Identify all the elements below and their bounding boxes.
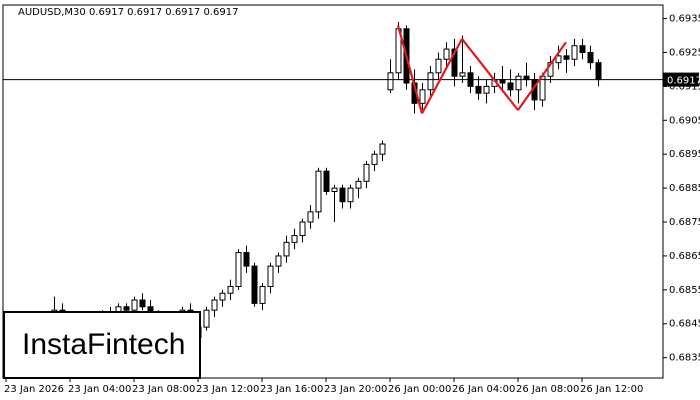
candle-body xyxy=(347,187,354,203)
x-tick-label: 23 Jan 12:00 xyxy=(196,384,259,395)
candle-body xyxy=(435,58,442,74)
x-tick-label: 26 Jan 12:00 xyxy=(580,384,643,395)
x-tick-label: 26 Jan 08:00 xyxy=(516,384,579,395)
candle-body xyxy=(499,79,506,84)
candle-body xyxy=(419,89,426,104)
candle-body xyxy=(299,221,306,237)
candle-body xyxy=(483,85,490,94)
candle-body xyxy=(123,306,130,311)
candle-body xyxy=(251,265,258,304)
y-tick-label: 0.6865 xyxy=(669,251,700,262)
candle-body xyxy=(307,211,314,223)
y-tick-label: 0.6895 xyxy=(669,149,700,160)
plot-frame xyxy=(2,4,664,379)
candle-body xyxy=(291,235,298,243)
candle-body xyxy=(315,170,322,213)
candle-body xyxy=(571,45,578,60)
candle-body xyxy=(227,285,234,294)
pattern-line xyxy=(396,25,424,114)
candle-body xyxy=(355,180,362,189)
candle-body xyxy=(259,285,266,304)
candle-body xyxy=(515,75,522,91)
candle-body xyxy=(371,153,378,165)
y-tick-label: 0.6905 xyxy=(669,115,700,126)
price-label-box xyxy=(663,72,699,87)
y-tick-label: 0.6885 xyxy=(669,183,700,194)
candle-body xyxy=(443,48,450,60)
x-tick-label: 23 Jan 2026 xyxy=(4,384,64,395)
candle-body xyxy=(579,45,586,53)
candle-body xyxy=(331,187,338,192)
y-tick-label: 0.6835 xyxy=(669,353,700,364)
candle-body xyxy=(267,265,274,287)
x-tick-label: 23 Jan 08:00 xyxy=(132,384,195,395)
x-tick-label: 23 Jan 04:00 xyxy=(68,384,131,395)
pattern-line xyxy=(461,38,519,111)
candle-body xyxy=(387,72,394,91)
candle-body xyxy=(139,299,146,308)
pattern-line xyxy=(517,41,567,111)
candle-body xyxy=(379,143,386,155)
pattern-line xyxy=(421,38,463,115)
y-tick-label: 0.6915 xyxy=(669,81,700,92)
y-tick-label: 0.6875 xyxy=(669,217,700,228)
candle-body xyxy=(555,55,562,64)
candle-body xyxy=(363,163,370,182)
logo: InstaFintech xyxy=(22,328,185,361)
candle-body xyxy=(235,252,242,287)
candle-body xyxy=(323,170,330,192)
candle-body xyxy=(523,75,530,81)
candle-body xyxy=(219,292,226,301)
y-tick-label: 0.6855 xyxy=(669,285,700,296)
candle-body xyxy=(427,72,434,91)
candle-body xyxy=(243,252,250,267)
candle-body xyxy=(203,309,210,328)
candle-body xyxy=(283,241,290,257)
price-label: 0.6917 xyxy=(667,76,700,87)
x-tick-label: 23 Jan 16:00 xyxy=(260,384,323,395)
chart-title: AUDUSD,M30 0.6917 0.6917 0.6917 0.6917 xyxy=(18,7,238,18)
candle-body xyxy=(587,51,594,64)
y-tick-label: 0.6845 xyxy=(669,319,700,330)
candle-body xyxy=(507,82,514,91)
x-tick-label: 23 Jan 20:00 xyxy=(324,384,387,395)
candle-body xyxy=(275,255,282,267)
candle-body xyxy=(563,55,570,60)
candle-body xyxy=(475,85,482,94)
x-tick-label: 26 Jan 00:00 xyxy=(388,384,451,395)
candle-body xyxy=(339,187,346,203)
y-tick-label: 0.6935 xyxy=(669,14,700,25)
candle-body xyxy=(595,62,602,81)
candle-body xyxy=(211,299,218,311)
candle-body xyxy=(459,72,466,77)
candle-body xyxy=(451,48,458,77)
y-tick-label: 0.6925 xyxy=(669,47,700,58)
logo-box xyxy=(3,311,201,379)
candle-body xyxy=(131,299,138,311)
x-tick-label: 26 Jan 04:00 xyxy=(452,384,515,395)
